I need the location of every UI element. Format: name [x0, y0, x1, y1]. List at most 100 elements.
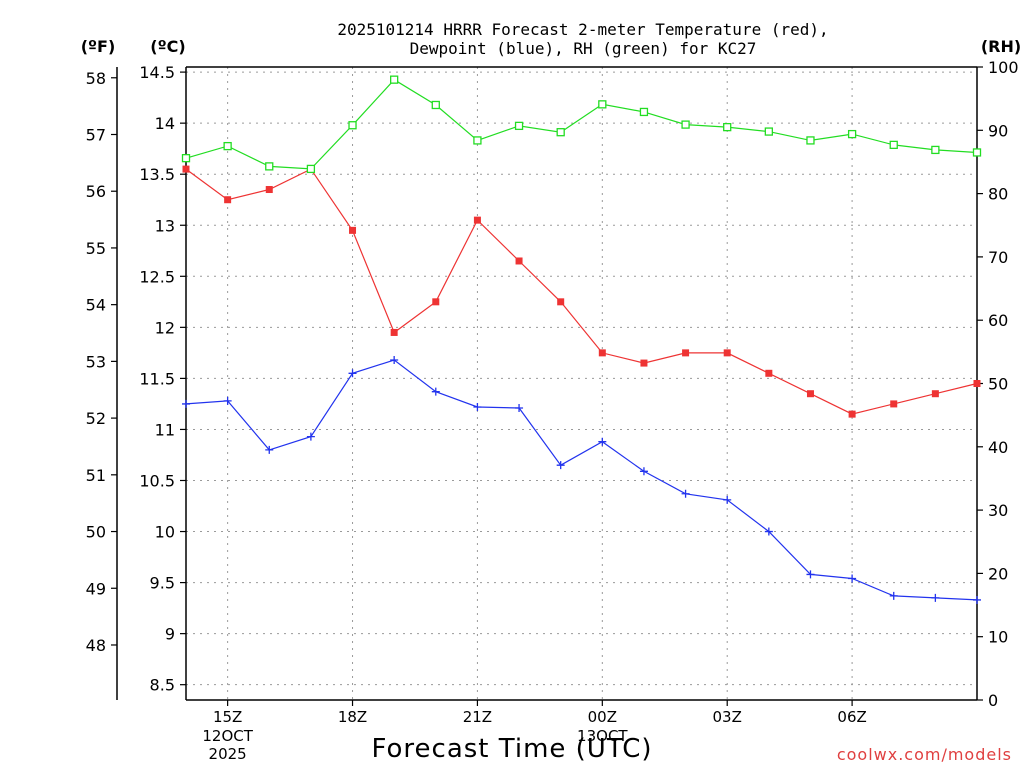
- grid-layer: [186, 67, 977, 700]
- fahrenheit-tick-label: 49: [86, 579, 106, 598]
- fahrenheit-tick-label: 52: [86, 409, 106, 428]
- rh-data-point: [181, 154, 191, 163]
- dewpoint-data-point: [348, 369, 357, 378]
- dewpoint-data-point: [556, 461, 565, 470]
- rh-data-point: [265, 162, 274, 171]
- fahrenheit-tick-label: 56: [86, 182, 106, 201]
- rh-data-point: [931, 145, 940, 155]
- x-axis-label: Forecast Time (UTC): [371, 734, 652, 764]
- x-tick-label: 00Z: [588, 708, 617, 726]
- celsius-unit-label: (ºC): [150, 37, 185, 56]
- rh-data-point: [764, 127, 773, 136]
- celsius-tick-label: 9.5: [150, 574, 175, 593]
- rh-data-point: [514, 121, 524, 131]
- temperature-data-point: [432, 298, 440, 306]
- fahrenheit-tick-label: 53: [86, 352, 106, 371]
- temperature-data-point: [973, 380, 981, 387]
- rh-data-point: [223, 141, 232, 151]
- dewpoint-data-point: [806, 570, 815, 579]
- x-tick-label: 21Z: [463, 708, 492, 726]
- dewpoint-series-line: [185, 359, 978, 601]
- celsius-tick-label: 12.5: [139, 267, 175, 286]
- rh-data-point: [681, 120, 690, 129]
- celsius-tick-label: 11: [155, 420, 175, 439]
- rh-tick-label: 30: [988, 501, 1008, 520]
- rh-tick-label: 100: [988, 58, 1019, 77]
- x-tick-label: 15Z: [213, 708, 242, 726]
- dewpoint-data-point: [223, 396, 232, 405]
- rh-tick-label: 70: [988, 248, 1008, 267]
- temperature-data-point: [682, 349, 690, 357]
- temperature-data-point: [765, 369, 773, 377]
- rh-data-point: [806, 136, 815, 145]
- celsius-tick-label: 13.5: [139, 165, 175, 184]
- rh-data-point: [306, 164, 316, 174]
- x-tick-sublabel: 12OCT: [202, 727, 253, 745]
- temperature-data-point: [390, 328, 398, 336]
- watermark-text: coolwx.com/models: [837, 745, 1012, 764]
- rh-series-line: [185, 78, 978, 170]
- rh-tick-label: 40: [988, 438, 1008, 457]
- celsius-tick-label: 10: [155, 523, 175, 542]
- rh-data-point: [390, 75, 399, 84]
- fahrenheit-tick-label: 58: [86, 69, 106, 88]
- dewpoint-data-point: [764, 527, 773, 536]
- temperature-data-point: [598, 349, 606, 357]
- series-layer: [181, 75, 982, 604]
- temperature-data-point: [515, 257, 523, 265]
- dewpoint-data-point: [639, 467, 648, 476]
- fahrenheit-tick-label: 57: [86, 125, 106, 144]
- dewpoint-data-point: [306, 432, 315, 441]
- dewpoint-data-point: [515, 404, 524, 413]
- rh-tick-label: 80: [988, 185, 1008, 204]
- celsius-tick-label: 10.5: [139, 471, 175, 490]
- rh-data-point: [889, 140, 898, 150]
- celsius-tick-label: 8.5: [150, 676, 175, 695]
- dewpoint-data-point: [889, 591, 898, 600]
- celsius-tick-label: 14.5: [139, 63, 175, 82]
- temperature-data-point: [640, 359, 648, 367]
- temperature-data-point: [890, 400, 898, 408]
- x-tick-sublabel: 13OCT: [577, 727, 628, 745]
- dewpoint-data-point: [390, 356, 399, 365]
- fahrenheit-tick-label: 50: [86, 523, 106, 542]
- plot-frame-layer: [116, 66, 978, 701]
- temperature-data-point: [349, 226, 357, 234]
- chart-title-line-1: 2025101214 HRRR Forecast 2-meter Tempera…: [337, 20, 828, 39]
- temperature-data-point: [806, 390, 814, 398]
- temperature-data-point: [473, 216, 481, 224]
- rh-tick-label: 10: [988, 628, 1008, 647]
- temperature-data-point: [723, 349, 731, 357]
- celsius-tick-label: 9: [165, 625, 175, 644]
- temperature-data-point: [265, 186, 273, 194]
- temperature-data-point: [931, 390, 939, 398]
- rh-tick-label: 50: [988, 375, 1008, 394]
- rh-data-point: [723, 122, 732, 132]
- x-tick-label: 03Z: [713, 708, 742, 726]
- temperature-data-point: [848, 410, 856, 418]
- dewpoint-data-point: [973, 595, 981, 604]
- rh-unit-label: (RH): [981, 37, 1021, 56]
- rh-data-point: [598, 100, 607, 109]
- dewpoint-data-point: [473, 402, 482, 411]
- dewpoint-data-point: [182, 399, 190, 408]
- celsius-tick-label: 14: [155, 114, 175, 133]
- rh-data-point: [556, 128, 565, 137]
- temperature-data-point: [182, 165, 190, 173]
- temperature-series-line: [185, 168, 978, 415]
- x-tick-label: 06Z: [837, 708, 866, 726]
- dewpoint-data-point: [598, 437, 607, 446]
- celsius-tick-label: 12: [155, 318, 175, 337]
- celsius-tick-label: 11.5: [139, 369, 175, 388]
- dewpoint-data-point: [848, 574, 857, 583]
- chart-text-layer: 2025101214 HRRR Forecast 2-meter Tempera…: [81, 20, 1021, 764]
- dewpoint-data-point: [265, 445, 274, 454]
- rh-data-point: [473, 136, 482, 145]
- temperature-data-point: [224, 196, 232, 204]
- x-tick-sublabel: 2025: [209, 745, 247, 763]
- fahrenheit-tick-label: 48: [86, 636, 106, 655]
- fahrenheit-tick-label: 55: [86, 239, 106, 258]
- rh-data-point: [348, 121, 357, 130]
